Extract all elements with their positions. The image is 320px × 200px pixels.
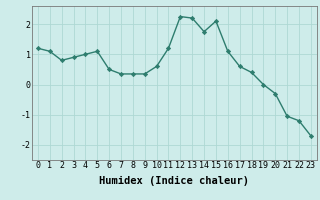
X-axis label: Humidex (Indice chaleur): Humidex (Indice chaleur) — [100, 176, 249, 186]
